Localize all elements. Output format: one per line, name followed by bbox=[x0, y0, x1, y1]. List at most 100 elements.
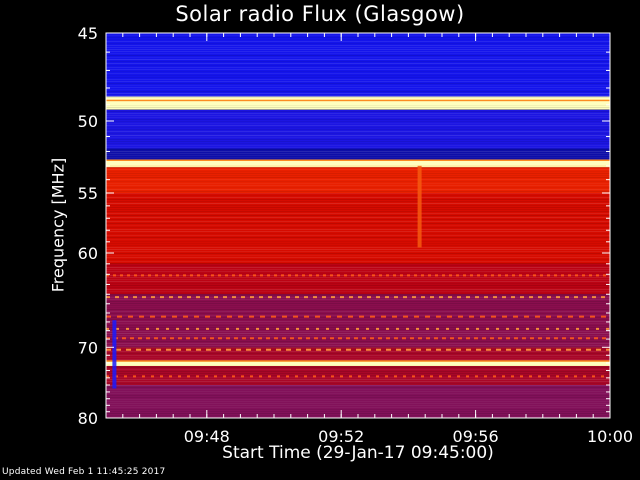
texture-stripe bbox=[106, 169, 610, 170]
heatmap-area bbox=[106, 33, 610, 418]
texture-stripe bbox=[106, 69, 610, 70]
texture-stripe bbox=[106, 149, 610, 150]
texture-stripe bbox=[106, 135, 610, 136]
texture-stripe bbox=[106, 143, 610, 144]
texture-stripe bbox=[106, 305, 610, 306]
band-texture bbox=[106, 33, 610, 418]
texture-stripe bbox=[106, 333, 610, 334]
texture-stripe bbox=[106, 257, 610, 258]
texture-stripe bbox=[106, 373, 610, 374]
texture-stripe bbox=[106, 193, 610, 194]
texture-stripe bbox=[106, 191, 610, 192]
texture-stripe bbox=[106, 359, 610, 360]
texture-stripe bbox=[106, 87, 610, 88]
texture-stripe bbox=[106, 201, 610, 202]
frequency-band-3 bbox=[106, 148, 610, 161]
texture-stripe bbox=[106, 315, 610, 316]
texture-stripe bbox=[106, 79, 610, 80]
texture-stripe bbox=[106, 77, 610, 78]
texture-stripe bbox=[106, 335, 610, 336]
texture-stripe bbox=[106, 285, 610, 286]
texture-stripe bbox=[106, 125, 610, 126]
texture-stripe bbox=[106, 389, 610, 390]
texture-stripe bbox=[106, 261, 610, 262]
texture-stripe bbox=[106, 323, 610, 324]
texture-stripe bbox=[106, 279, 610, 280]
texture-stripe bbox=[106, 259, 610, 260]
texture-stripe bbox=[106, 273, 610, 274]
texture-stripe bbox=[106, 245, 610, 246]
texture-stripe bbox=[106, 165, 610, 166]
texture-stripe bbox=[106, 133, 610, 134]
texture-stripe bbox=[106, 105, 610, 106]
texture-stripe bbox=[106, 235, 610, 236]
frequency-band-12 bbox=[106, 385, 610, 418]
texture-stripe bbox=[106, 123, 610, 124]
texture-stripe bbox=[106, 317, 610, 318]
texture-stripe bbox=[106, 61, 610, 62]
texture-stripe bbox=[106, 345, 610, 346]
texture-stripe bbox=[106, 203, 610, 204]
texture-stripe bbox=[106, 89, 610, 90]
texture-stripe bbox=[106, 357, 610, 358]
texture-stripe bbox=[106, 307, 610, 308]
texture-stripe bbox=[106, 327, 610, 328]
bright-line-edge-2 bbox=[106, 360, 610, 362]
texture-stripe bbox=[106, 47, 610, 48]
texture-stripe bbox=[106, 195, 610, 196]
texture-stripe bbox=[106, 139, 610, 140]
texture-stripe bbox=[106, 207, 610, 208]
texture-stripe bbox=[106, 63, 610, 64]
y-tick-label: 55 bbox=[78, 184, 98, 203]
texture-stripe bbox=[106, 189, 610, 190]
texture-stripe bbox=[106, 57, 610, 58]
texture-stripe bbox=[106, 83, 610, 84]
texture-stripe bbox=[106, 49, 610, 50]
x-tick-label: 10:00 bbox=[587, 427, 633, 446]
texture-stripe bbox=[106, 281, 610, 282]
texture-stripe bbox=[106, 97, 610, 98]
burst-event-1 bbox=[417, 165, 422, 248]
texture-stripe bbox=[106, 391, 610, 392]
texture-stripe bbox=[106, 71, 610, 72]
interference-rows bbox=[106, 274, 610, 378]
texture-stripe bbox=[106, 295, 610, 296]
texture-stripe bbox=[106, 145, 610, 146]
texture-stripe bbox=[106, 293, 610, 294]
texture-stripe bbox=[106, 383, 610, 384]
texture-stripe bbox=[106, 299, 610, 300]
texture-stripe bbox=[106, 413, 610, 414]
texture-stripe bbox=[106, 167, 610, 168]
texture-stripe bbox=[106, 185, 610, 186]
texture-stripe bbox=[106, 37, 610, 38]
texture-stripe bbox=[106, 241, 610, 242]
texture-stripe bbox=[106, 289, 610, 290]
bright-line-edge-1 bbox=[106, 159, 610, 161]
bright-line-2 bbox=[106, 361, 610, 366]
y-axis-ticks: 45 50 55 60 70 80 bbox=[78, 24, 610, 428]
texture-stripe bbox=[106, 155, 610, 156]
update-timestamp: Updated Wed Feb 1 11:45:25 2017 bbox=[2, 467, 166, 477]
texture-stripe bbox=[106, 229, 610, 230]
texture-stripe bbox=[106, 407, 610, 408]
texture-stripe bbox=[106, 175, 610, 176]
texture-stripe bbox=[106, 387, 610, 388]
texture-stripe bbox=[106, 187, 610, 188]
texture-stripe bbox=[106, 403, 610, 404]
frequency-band-7 bbox=[106, 263, 610, 295]
texture-stripe bbox=[106, 147, 610, 148]
texture-stripe bbox=[106, 301, 610, 302]
texture-stripe bbox=[106, 81, 610, 82]
texture-stripe bbox=[106, 85, 610, 86]
texture-stripe bbox=[106, 381, 610, 382]
bright-line-edge-0 bbox=[106, 99, 610, 102]
texture-stripe bbox=[106, 221, 610, 222]
x-tick-label: 09:52 bbox=[318, 427, 364, 446]
x-tick-label: 09:48 bbox=[184, 427, 230, 446]
texture-stripe bbox=[106, 251, 610, 252]
texture-stripe bbox=[106, 265, 610, 266]
texture-stripe bbox=[106, 95, 610, 96]
texture-stripe bbox=[106, 331, 610, 332]
texture-stripe bbox=[106, 179, 610, 180]
